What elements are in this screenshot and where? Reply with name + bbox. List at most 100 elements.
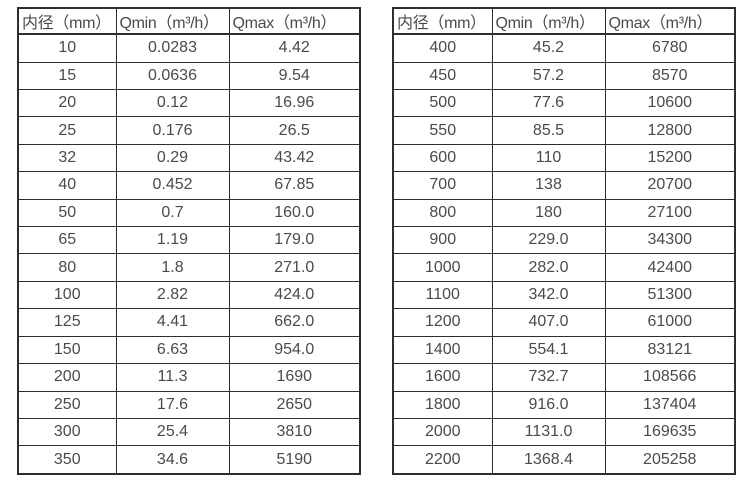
table-cell: 6780	[604, 33, 736, 63]
table-row: 300 25.4 3810	[17, 417, 361, 447]
table-cell: 1400	[392, 335, 493, 365]
table-body: 10 0.0283 4.42 15 0.0636 9.54 20 0.12 16.96 25 0.1…	[17, 33, 361, 475]
table-cell: 3810	[228, 417, 361, 447]
table-cell: 1600	[392, 363, 493, 392]
table-row: 100 2.82 424.0	[17, 280, 361, 310]
table-cell: 20700	[604, 171, 736, 200]
table-cell: 137404	[604, 390, 736, 419]
table-cell: 27100	[604, 198, 736, 228]
flow-rate-table-large-diameter: 内径（mm） Qmin（m³/h） Qmax（m³/h） 400 45.2 6780…	[392, 7, 736, 475]
table-row: 600 110 15200	[392, 143, 736, 173]
table-cell: 2200	[392, 445, 493, 475]
table-cell: 800	[392, 198, 493, 228]
table-cell: 600	[392, 143, 493, 173]
table-row: 450 57.2 8570	[392, 61, 736, 91]
table-cell: 125	[17, 308, 117, 337]
table-row: 1600 732.7 108566	[392, 363, 736, 392]
table-cell: 4.42	[228, 33, 361, 63]
table-cell: 42400	[604, 253, 736, 282]
table-cell: 34.6	[115, 445, 230, 475]
table-cell: 180	[491, 198, 606, 228]
table-row: 25 0.176 26.5	[17, 116, 361, 145]
table-row: 20 0.12 16.96	[17, 89, 361, 118]
table-row: 250 17.6 2650	[17, 390, 361, 419]
table-cell: 1.19	[115, 226, 230, 255]
table-cell: 15200	[604, 143, 736, 173]
table-cell: 11.3	[115, 363, 230, 392]
table-row: 150 6.63 954.0	[17, 335, 361, 365]
table-cell: 500	[392, 89, 493, 118]
table-cell: 10600	[604, 89, 736, 118]
table-cell: 900	[392, 226, 493, 255]
table-row: 900 229.0 34300	[392, 226, 736, 255]
table-cell: 32	[17, 143, 117, 173]
table-cell: 25.4	[115, 417, 230, 447]
table-cell: 350	[17, 445, 117, 475]
table-cell: 0.12	[115, 89, 230, 118]
table-cell: 108566	[604, 363, 736, 392]
table-row: 2000 1131.0 169635	[392, 417, 736, 447]
table-cell: 732.7	[491, 363, 606, 392]
table-cell: 4.41	[115, 308, 230, 337]
header-qmin: Qmin（m³/h）	[491, 7, 606, 35]
table-cell: 1131.0	[491, 417, 606, 447]
table-cell: 0.176	[115, 116, 230, 145]
table-cell: 282.0	[491, 253, 606, 282]
table-cell: 300	[17, 417, 117, 447]
table-row: 1400 554.1 83121	[392, 335, 736, 365]
table-cell: 407.0	[491, 308, 606, 337]
table-cell: 45.2	[491, 33, 606, 63]
table-cell: 2000	[392, 417, 493, 447]
flow-rate-table-small-diameter: 内径（mm） Qmin（m³/h） Qmax（m³/h） 10 0.0283 4.4…	[17, 7, 361, 475]
header-inner-diameter: 内径（mm）	[17, 7, 117, 35]
table-cell: 0.7	[115, 198, 230, 228]
table-cell: 554.1	[491, 335, 606, 365]
table-cell: 10	[17, 33, 117, 63]
table-cell: 9.54	[228, 61, 361, 91]
table-cell: 179.0	[228, 226, 361, 255]
table-row: 2200 1368.4 205258	[392, 445, 736, 475]
table-cell: 550	[392, 116, 493, 145]
table-cell: 1200	[392, 308, 493, 337]
table-row: 1100 342.0 51300	[392, 280, 736, 310]
table-cell: 424.0	[228, 280, 361, 310]
table-cell: 160.0	[228, 198, 361, 228]
table-cell: 205258	[604, 445, 736, 475]
table-cell: 229.0	[491, 226, 606, 255]
table-row: 550 85.5 12800	[392, 116, 736, 145]
table-cell: 0.29	[115, 143, 230, 173]
table-cell: 25	[17, 116, 117, 145]
table-cell: 61000	[604, 308, 736, 337]
table-cell: 0.0636	[115, 61, 230, 91]
table-cell: 65	[17, 226, 117, 255]
table-cell: 271.0	[228, 253, 361, 282]
table-cell: 67.85	[228, 171, 361, 200]
table-row: 500 77.6 10600	[392, 89, 736, 118]
header-qmin: Qmin（m³/h）	[115, 7, 230, 35]
table-cell: 51300	[604, 280, 736, 310]
table-row: 10 0.0283 4.42	[17, 33, 361, 63]
table-cell: 50	[17, 198, 117, 228]
table-cell: 5190	[228, 445, 361, 475]
table-cell: 450	[392, 61, 493, 91]
table-cell: 1368.4	[491, 445, 606, 475]
table-row: 1000 282.0 42400	[392, 253, 736, 282]
table-cell: 0.0283	[115, 33, 230, 63]
table-cell: 100	[17, 280, 117, 310]
table-row: 800 180 27100	[392, 198, 736, 228]
table-cell: 43.42	[228, 143, 361, 173]
table-row: 400 45.2 6780	[392, 33, 736, 63]
table-body: 400 45.2 6780 450 57.2 8570 500 77.6 10600 550 85.…	[392, 33, 736, 475]
table-row: 350 34.6 5190	[17, 445, 361, 475]
table-row: 1800 916.0 137404	[392, 390, 736, 419]
table-cell: 16.96	[228, 89, 361, 118]
header-inner-diameter: 内径（mm）	[392, 7, 493, 35]
table-row: 15 0.0636 9.54	[17, 61, 361, 91]
table-cell: 150	[17, 335, 117, 365]
table-cell: 77.6	[491, 89, 606, 118]
table-cell: 15	[17, 61, 117, 91]
table-cell: 200	[17, 363, 117, 392]
table-row: 125 4.41 662.0	[17, 308, 361, 337]
header-qmax: Qmax（m³/h）	[228, 7, 361, 35]
table-cell: 250	[17, 390, 117, 419]
